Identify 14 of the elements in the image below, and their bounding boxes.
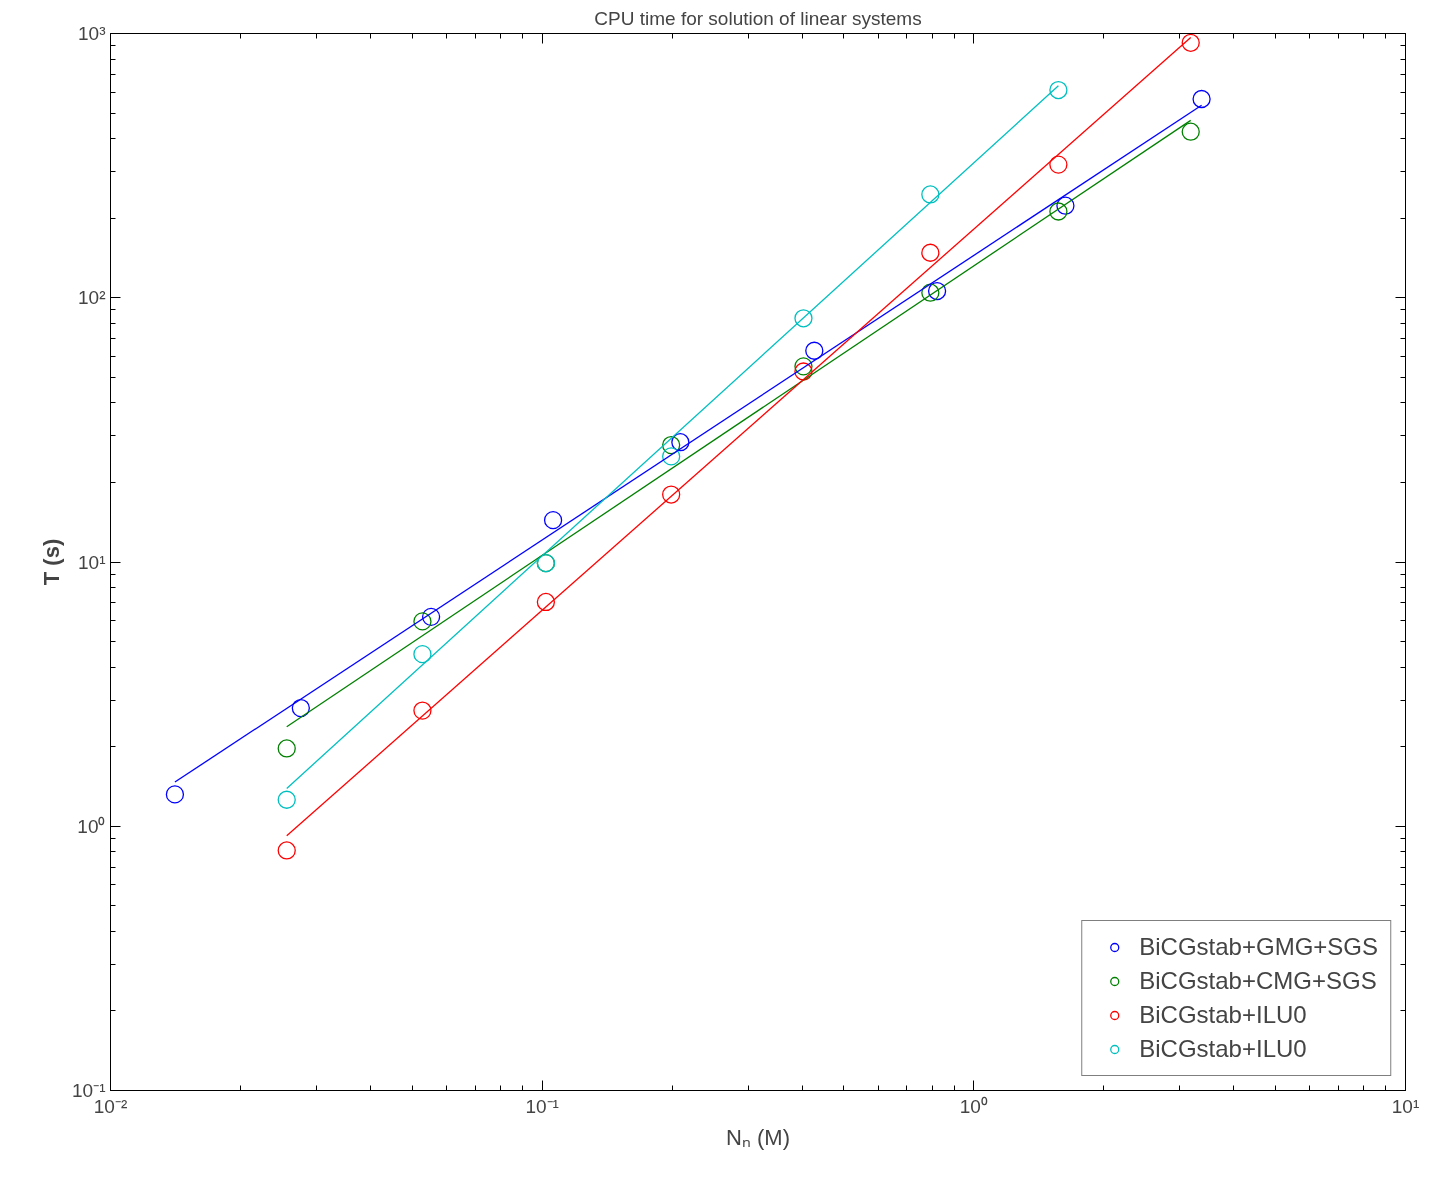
legend-label: BiCGstab+ILU0: [1139, 1035, 1307, 1063]
legend-label: BiCGstab+ILU0: [1139, 1001, 1307, 1029]
y-tick-label: 10²: [78, 287, 106, 309]
y-tick-label: 10¹: [78, 551, 106, 573]
x-tick-label: 10⁰: [959, 1095, 988, 1117]
y-tick-label: 10⁰: [77, 815, 106, 837]
y-axis-title: T (s): [39, 538, 65, 586]
chart-title: CPU time for solution of linear systems: [594, 7, 922, 29]
legend-label: BiCGstab+GMG+SGS: [1139, 933, 1378, 961]
x-axis-title: Nₙ (M): [726, 1124, 790, 1150]
y-tick-label: 10³: [78, 23, 106, 44]
x-tick-label: 10¹: [1391, 1095, 1420, 1117]
legend-label: BiCGstab+CMG+SGS: [1139, 967, 1377, 995]
x-tick-label: 10⁻¹: [525, 1095, 559, 1117]
